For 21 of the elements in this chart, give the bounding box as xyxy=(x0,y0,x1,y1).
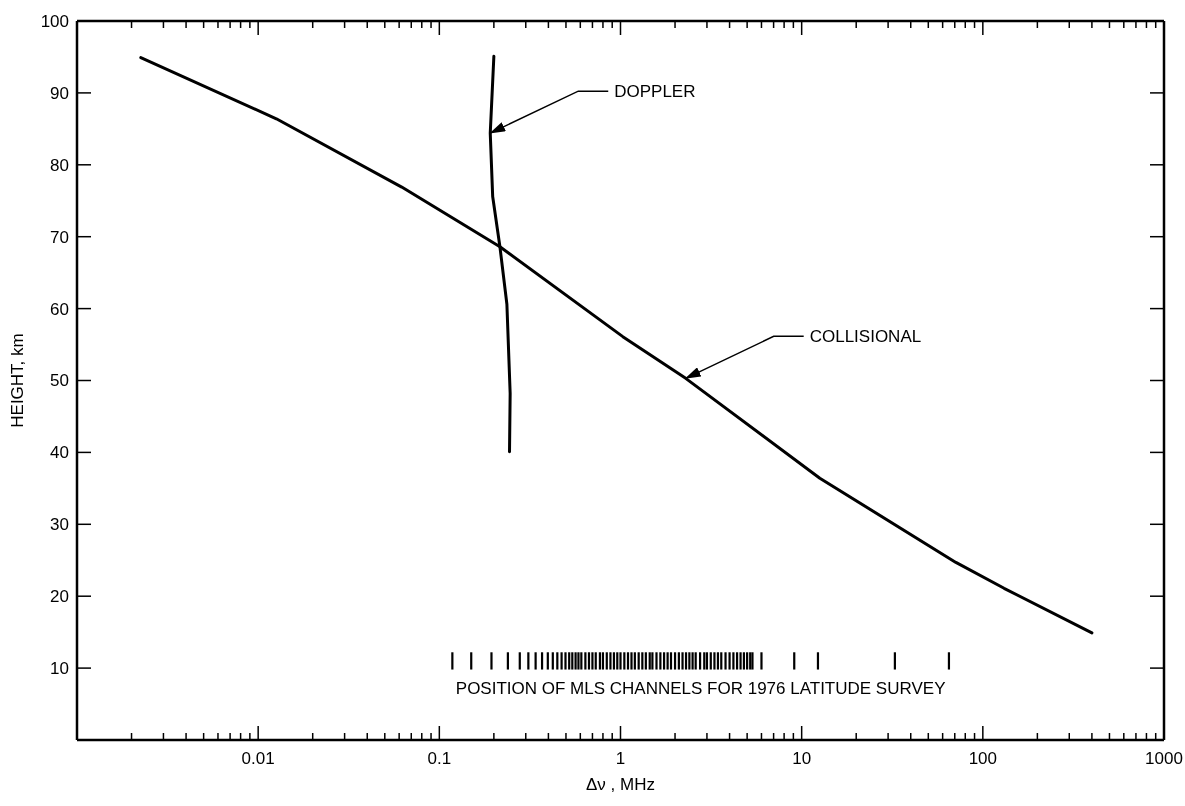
y-tick-label: 30 xyxy=(50,515,69,535)
annotation: COLLISIONAL xyxy=(809,327,922,347)
y-tick-label: 80 xyxy=(50,155,69,175)
x-tick-label: 1000 xyxy=(1145,749,1183,768)
y-tick-label: 60 xyxy=(50,299,69,319)
x-tick-label: 0.01 xyxy=(241,749,275,768)
x-axis-title: Δν , MHz xyxy=(586,775,655,794)
y-tick-label: 100 xyxy=(40,11,69,31)
annotation: DOPPLER xyxy=(614,82,696,102)
x-tick-label: 10 xyxy=(792,749,812,768)
x-tick-label: 1 xyxy=(615,749,626,768)
x-tick-label: 100 xyxy=(968,749,998,768)
y-tick-label: 90 xyxy=(50,83,69,103)
x-tick-label: 0.1 xyxy=(427,749,452,768)
annotation: POSITION OF MLS CHANNELS FOR 1976 LATITUDE SURVEY xyxy=(455,678,946,698)
y-tick-label: 70 xyxy=(50,227,69,247)
y-tick-label: 10 xyxy=(50,659,69,679)
y-axis-title: HEIGHT, km xyxy=(8,333,28,428)
y-tick-label: 40 xyxy=(50,443,69,463)
y-tick-label: 50 xyxy=(50,371,69,391)
y-tick-label: 20 xyxy=(50,587,69,607)
